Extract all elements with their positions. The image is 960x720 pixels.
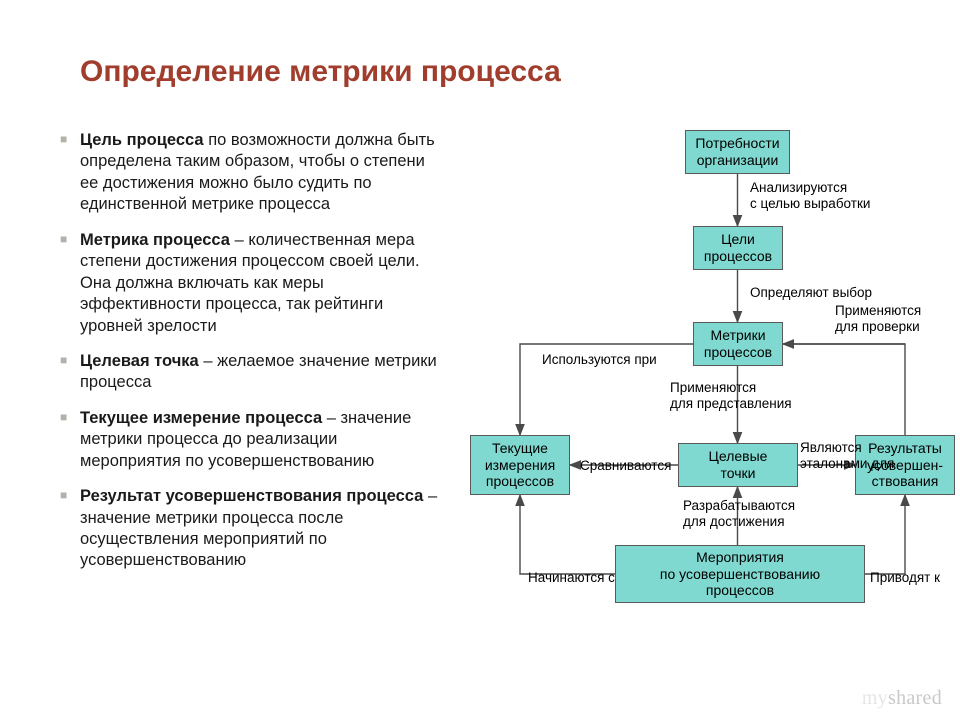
node-actions: Мероприятияпо усовершенствованиюпроцессо… bbox=[615, 545, 865, 603]
node-current: Текущиеизмеренияпроцессов bbox=[470, 435, 570, 495]
edge-label-e2: Определяют выбор bbox=[750, 285, 872, 301]
edge-label-e8: Разрабатываютсядля достижения bbox=[683, 498, 795, 529]
edge-label-e5: Применяютсядля представления bbox=[670, 380, 792, 411]
bullet-term: Целевая точка bbox=[80, 352, 199, 370]
arrow-4 bbox=[783, 344, 905, 435]
edge-label-e10: Приводят к bbox=[870, 570, 940, 586]
bullet-list: Цель процесса по возможности должна быть… bbox=[60, 130, 440, 586]
edge-label-e7: Являютсяэталонами для bbox=[800, 440, 894, 471]
node-needs: Потребностиорганизации bbox=[685, 130, 790, 174]
edge-label-e6: Сравниваются bbox=[580, 458, 671, 474]
bullet-term: Текущее измерение процесса bbox=[80, 409, 322, 427]
slide: Определение метрики процесса Цель процес… bbox=[0, 0, 960, 720]
slide-title: Определение метрики процесса bbox=[80, 55, 561, 89]
node-metrics: Метрикипроцессов bbox=[693, 322, 783, 366]
bullet-item: Результат усовершенствования процесса – … bbox=[60, 486, 440, 572]
bullet-item: Цель процесса по возможности должна быть… bbox=[60, 130, 440, 216]
node-goals: Целипроцессов bbox=[693, 226, 783, 270]
watermark: myshared bbox=[862, 687, 942, 710]
bullet-term: Результат усовершенствования процесса bbox=[80, 487, 423, 505]
bullet-term: Цель процесса bbox=[80, 131, 204, 149]
bullet-item: Метрика процесса – количественная мера с… bbox=[60, 230, 440, 337]
edge-label-e3: Используются при bbox=[542, 352, 657, 368]
bullet-term: Метрика процесса bbox=[80, 231, 230, 249]
bullet-item: Текущее измерение процесса – значение ме… bbox=[60, 408, 440, 472]
edge-label-e4: Применяютсядля проверки bbox=[835, 303, 921, 334]
edge-label-e9: Начинаются с bbox=[528, 570, 615, 586]
node-targets: Целевыеточки bbox=[678, 443, 798, 487]
arrow-10 bbox=[865, 495, 905, 574]
edge-label-e1: Анализируютсяс целью выработки bbox=[750, 180, 870, 211]
flowchart: Потребностиорганизации Целипроцессов Метри… bbox=[450, 130, 950, 690]
arrow-9 bbox=[520, 495, 615, 574]
bullet-item: Целевая точка – желаемое значение метрик… bbox=[60, 351, 440, 394]
